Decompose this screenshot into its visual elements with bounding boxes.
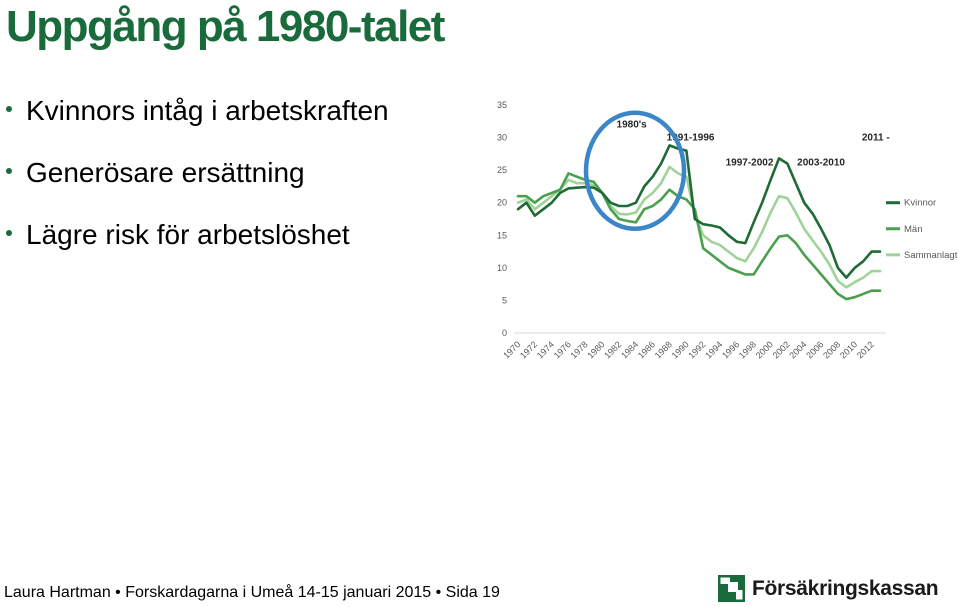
x-tick-label: 1972 bbox=[518, 339, 539, 360]
x-tick-label: 2004 bbox=[787, 339, 808, 360]
legend-item-man: Män bbox=[904, 224, 922, 235]
x-tick-label: 2012 bbox=[855, 339, 876, 360]
x-tick-label: 2002 bbox=[771, 339, 792, 360]
bullet-item: Lägre risk för arbetslöshet bbox=[6, 219, 350, 251]
footer-text: Laura Hartman • Forskardagarna i Umeå 14… bbox=[4, 584, 500, 601]
y-tick-label: 15 bbox=[497, 230, 507, 240]
y-tick-label: 5 bbox=[502, 295, 507, 305]
slide-title: Uppgång på 1980-talet bbox=[6, 2, 445, 51]
bullet-dot-icon bbox=[6, 229, 12, 236]
x-tick-label: 1994 bbox=[703, 339, 724, 360]
x-tick-label: 1978 bbox=[569, 339, 590, 360]
y-tick-label: 35 bbox=[497, 100, 507, 110]
legend-item-kvinnor: Kvinnor bbox=[904, 198, 936, 209]
y-tick-label: 10 bbox=[497, 263, 507, 273]
highlight-circle bbox=[583, 110, 687, 232]
y-tick-label: 25 bbox=[497, 165, 507, 175]
x-tick-label: 1980 bbox=[585, 339, 606, 360]
x-tick-label: 2000 bbox=[754, 339, 775, 360]
bullet-text: Kvinnors intåg i arbetskraften bbox=[26, 95, 389, 126]
period-annotation: 2003-2010 bbox=[797, 157, 845, 168]
bullet-item: Kvinnors intåg i arbetskraften bbox=[6, 95, 389, 127]
x-tick-label: 1992 bbox=[686, 339, 707, 360]
legend-item-sammanlagt: Sammanlagt bbox=[904, 250, 958, 261]
logo-mark-icon bbox=[718, 575, 745, 602]
logo-text: Försäkringskassan bbox=[752, 577, 939, 600]
x-tick-label: 1970 bbox=[501, 339, 522, 360]
bullet-dot-icon bbox=[6, 167, 12, 174]
bullet-text: Lägre risk för arbetslöshet bbox=[26, 219, 350, 250]
x-tick-label: 1986 bbox=[636, 339, 657, 360]
x-tick-label: 2008 bbox=[821, 339, 842, 360]
bullet-dot-icon bbox=[6, 105, 12, 112]
x-tick-label: 1982 bbox=[602, 339, 623, 360]
bullet-text: Generösare ersättning bbox=[26, 157, 305, 188]
period-annotation: 1997-2002 bbox=[726, 157, 774, 168]
series-line-man bbox=[516, 172, 882, 301]
y-tick-label: 0 bbox=[502, 328, 507, 338]
y-tick-label: 20 bbox=[497, 198, 507, 208]
x-tick-label: 2010 bbox=[838, 339, 859, 360]
period-annotation: 1991-1996 bbox=[667, 133, 715, 144]
x-tick-label: 2006 bbox=[804, 339, 825, 360]
x-tick-label: 1976 bbox=[552, 339, 573, 360]
bullet-item: Generösare ersättning bbox=[6, 157, 305, 189]
series-line-kvinnor bbox=[516, 144, 882, 279]
chart-svg: 0510152025303519701972197419761978198019… bbox=[497, 100, 958, 361]
x-tick-label: 1990 bbox=[670, 339, 691, 360]
y-tick-label: 30 bbox=[497, 133, 507, 143]
x-tick-label: 1998 bbox=[737, 339, 758, 360]
x-tick-label: 1974 bbox=[535, 339, 556, 360]
x-tick-label: 1984 bbox=[619, 339, 640, 360]
period-annotation: 1980's bbox=[617, 120, 648, 131]
x-tick-label: 1988 bbox=[653, 339, 674, 360]
x-tick-label: 1996 bbox=[720, 339, 741, 360]
unemployment-chart: 0 5 10 15 20 25 30 35 1970 1972 1974 1976 1978 1980 19… bbox=[480, 95, 959, 375]
period-annotation: 2011 - bbox=[862, 133, 890, 144]
logo: Försäkringskassan bbox=[718, 575, 954, 605]
